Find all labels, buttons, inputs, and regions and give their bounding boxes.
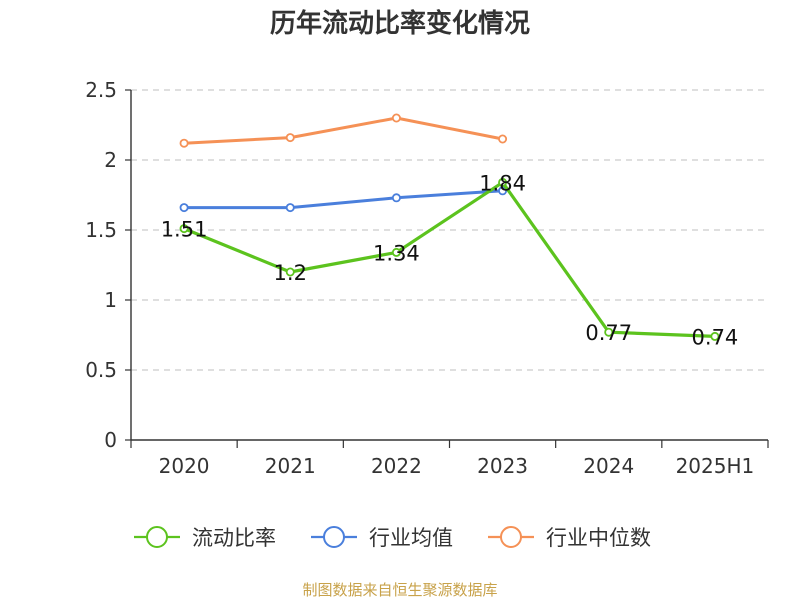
legend-item[interactable]: 行业均值 [311,526,453,550]
data-labels: 1.51 1.2 1.34 1.84 0.77 0.74 [161,171,739,349]
data-label: 1.84 [479,171,526,195]
legend-marker-icon [323,526,345,548]
data-label: 0.74 [692,325,739,349]
x-tick-label: 2022 [371,454,422,478]
data-point[interactable] [179,224,189,234]
data-point[interactable] [391,247,401,257]
axes: 0 0.5 1 1.5 2 2.5 2020 2021 2022 2023 2024 2025H1 [85,78,769,478]
source-note: 制图数据来自恒生聚源数据库 [302,581,497,599]
data-point[interactable] [391,193,401,203]
x-tick-label: 2023 [477,454,528,478]
data-point[interactable] [285,203,295,213]
data-label: 1.2 [274,261,307,285]
y-tick-label: 2.5 [85,78,117,102]
y-tick-label: 1 [104,288,117,312]
series-line [182,180,717,338]
data-label: 1.51 [161,218,208,242]
legend-label: 流动比率 [192,526,276,550]
data-point[interactable] [710,331,720,341]
x-tick-label: 2025H1 [676,454,755,478]
legend-label: 行业均值 [369,526,453,550]
x-tick-label: 2024 [583,454,634,478]
data-point[interactable] [498,177,508,187]
series-lines [179,113,720,341]
data-label: 1.34 [373,241,420,265]
data-point[interactable] [179,138,189,148]
y-tick-label: 0.5 [85,358,117,382]
legend-marker-icon [500,526,522,548]
data-point[interactable] [604,327,614,337]
series-line [182,116,505,145]
data-point[interactable] [285,133,295,143]
legend-item[interactable]: 流动比率 [134,526,276,550]
data-point[interactable] [498,186,508,196]
y-tick-label: 2 [104,148,117,172]
legend-marker-icon [146,526,168,548]
legend: 流动比率 行业均值 行业中位数 [134,526,651,550]
legend-label: 行业中位数 [546,526,651,550]
chart-title: 历年流动比率变化情况 [270,8,530,39]
x-tick-label: 2021 [265,454,316,478]
series-2 [179,113,508,148]
series-1 [179,186,508,213]
data-point[interactable] [179,203,189,213]
series-line [182,189,505,210]
legend-item[interactable]: 行业中位数 [488,526,651,550]
x-tick-label: 2020 [159,454,210,478]
data-point[interactable] [391,113,401,123]
y-tick-label: 1.5 [85,218,117,242]
gridlines [131,89,768,371]
data-point[interactable] [285,267,295,277]
data-label: 0.77 [585,321,632,345]
y-tick-label: 0 [104,428,117,452]
data-point[interactable] [498,134,508,144]
series-0 [179,177,720,341]
